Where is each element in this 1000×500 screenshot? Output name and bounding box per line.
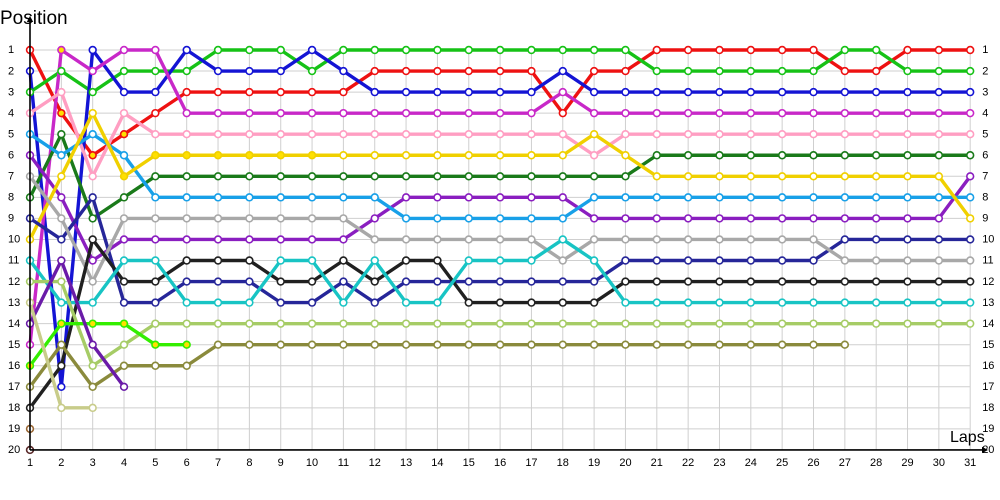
svg-text:Position: Position — [0, 8, 68, 29]
svg-text:19: 19 — [982, 423, 994, 435]
svg-text:6: 6 — [982, 149, 988, 161]
svg-text:29: 29 — [901, 457, 913, 469]
svg-text:26: 26 — [807, 457, 819, 469]
svg-text:30: 30 — [933, 457, 945, 469]
svg-text:1: 1 — [982, 44, 988, 56]
svg-text:20: 20 — [982, 444, 994, 456]
svg-text:23: 23 — [713, 457, 725, 469]
svg-text:16: 16 — [8, 360, 20, 372]
svg-text:10: 10 — [8, 234, 20, 246]
svg-text:1: 1 — [27, 457, 33, 469]
svg-text:14: 14 — [982, 318, 994, 330]
svg-text:3: 3 — [8, 86, 14, 98]
svg-text:20: 20 — [619, 457, 631, 469]
svg-text:2: 2 — [8, 65, 14, 77]
svg-text:14: 14 — [8, 318, 20, 330]
svg-text:Laps: Laps — [950, 429, 985, 446]
svg-text:8: 8 — [982, 192, 988, 204]
svg-text:8: 8 — [246, 457, 252, 469]
svg-text:5: 5 — [8, 128, 14, 140]
svg-text:17: 17 — [982, 381, 994, 393]
svg-text:3: 3 — [982, 86, 988, 98]
svg-text:12: 12 — [8, 276, 20, 288]
svg-text:1: 1 — [8, 44, 14, 56]
svg-text:4: 4 — [121, 457, 127, 469]
svg-text:15: 15 — [8, 339, 20, 351]
svg-text:16: 16 — [982, 360, 994, 372]
svg-text:11: 11 — [982, 255, 993, 267]
svg-text:24: 24 — [745, 457, 757, 469]
svg-text:17: 17 — [525, 457, 537, 469]
svg-text:27: 27 — [839, 457, 851, 469]
svg-text:15: 15 — [982, 339, 994, 351]
svg-text:17: 17 — [8, 381, 20, 393]
svg-text:7: 7 — [8, 171, 14, 183]
svg-text:7: 7 — [982, 171, 988, 183]
svg-text:4: 4 — [982, 107, 988, 119]
svg-text:20: 20 — [8, 444, 20, 456]
svg-text:6: 6 — [8, 149, 14, 161]
svg-text:11: 11 — [338, 457, 349, 469]
svg-text:21: 21 — [651, 457, 663, 469]
svg-text:25: 25 — [776, 457, 788, 469]
svg-text:14: 14 — [431, 457, 443, 469]
svg-text:2: 2 — [982, 65, 988, 77]
svg-text:2: 2 — [58, 457, 64, 469]
svg-text:18: 18 — [557, 457, 569, 469]
svg-text:5: 5 — [152, 457, 158, 469]
svg-text:18: 18 — [8, 402, 20, 414]
svg-text:12: 12 — [369, 457, 381, 469]
svg-text:19: 19 — [8, 423, 20, 435]
svg-text:28: 28 — [870, 457, 882, 469]
svg-text:8: 8 — [8, 192, 14, 204]
svg-text:4: 4 — [8, 107, 14, 119]
svg-text:31: 31 — [964, 457, 976, 469]
svg-text:7: 7 — [215, 457, 221, 469]
svg-text:13: 13 — [400, 457, 412, 469]
svg-text:13: 13 — [8, 297, 20, 309]
svg-text:11: 11 — [8, 255, 19, 267]
svg-text:9: 9 — [982, 213, 988, 225]
svg-text:13: 13 — [982, 297, 994, 309]
svg-text:15: 15 — [463, 457, 475, 469]
svg-text:9: 9 — [8, 213, 14, 225]
svg-text:10: 10 — [982, 234, 994, 246]
svg-text:18: 18 — [982, 402, 994, 414]
svg-text:16: 16 — [494, 457, 506, 469]
svg-text:19: 19 — [588, 457, 600, 469]
svg-text:3: 3 — [90, 457, 96, 469]
svg-text:12: 12 — [982, 276, 994, 288]
svg-text:22: 22 — [682, 457, 694, 469]
svg-text:9: 9 — [278, 457, 284, 469]
svg-text:5: 5 — [982, 128, 988, 140]
svg-text:10: 10 — [306, 457, 318, 469]
svg-text:6: 6 — [184, 457, 190, 469]
